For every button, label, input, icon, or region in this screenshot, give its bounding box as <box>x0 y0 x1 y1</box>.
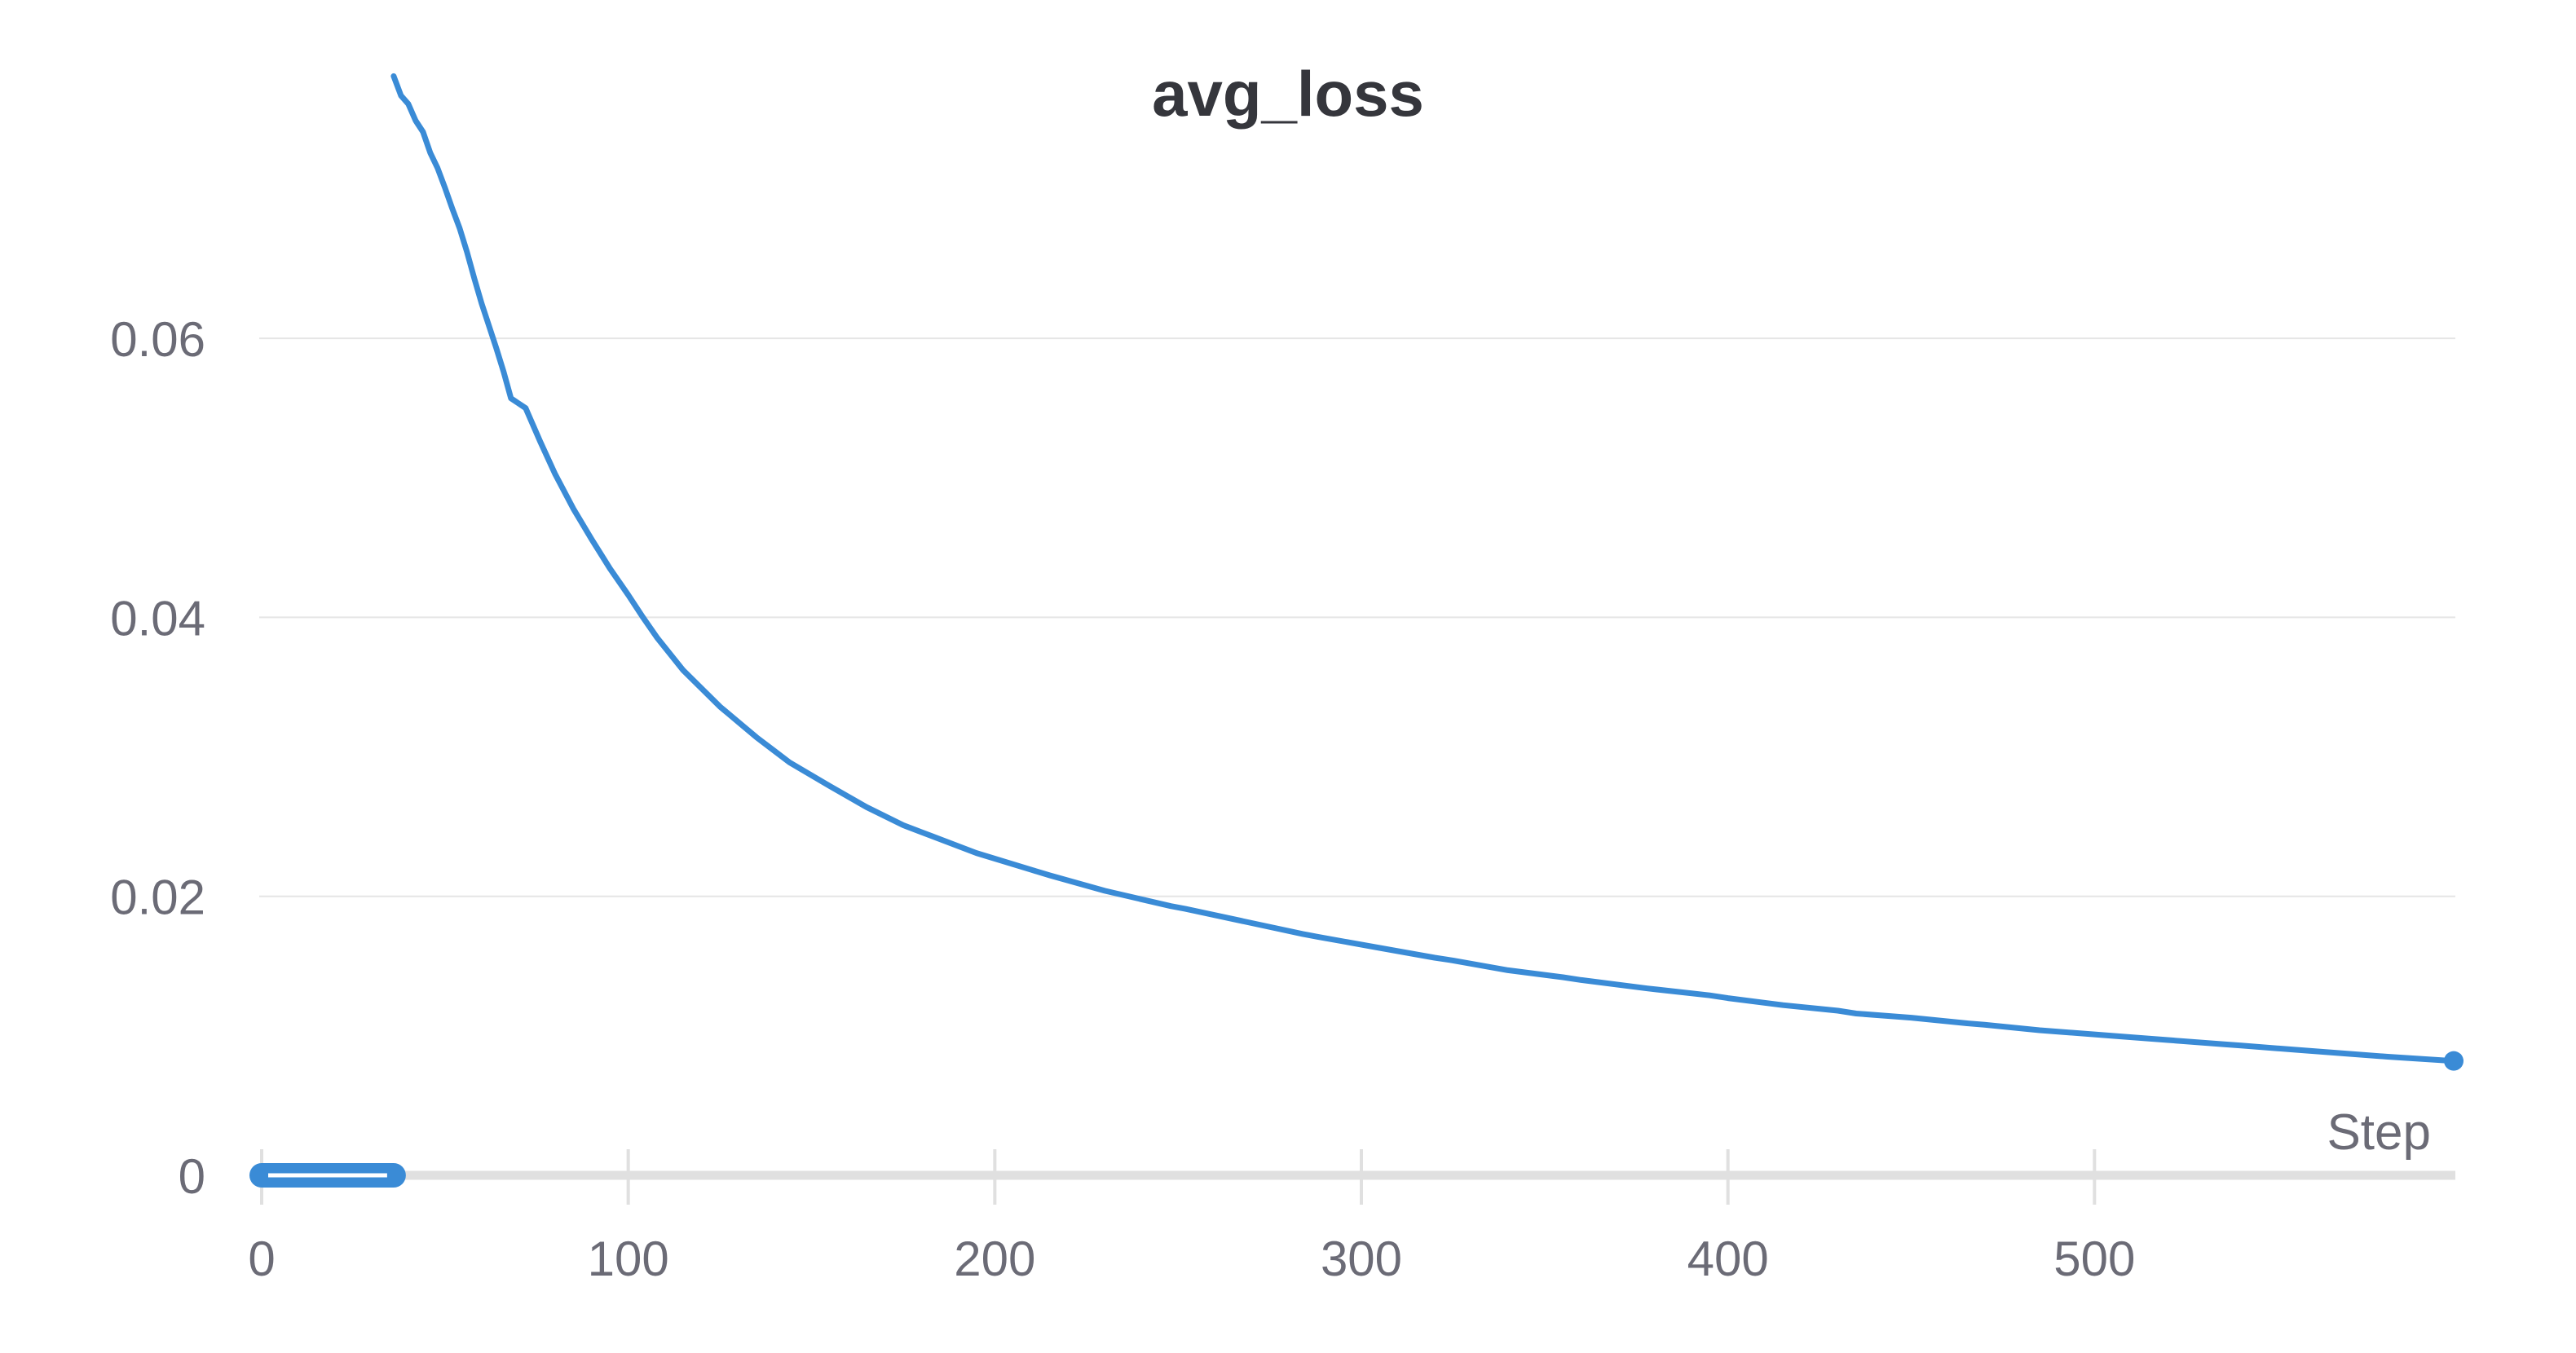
chart-title: avg_loss <box>1152 58 1424 130</box>
x-tick-label: 400 <box>1687 1232 1769 1286</box>
y-tick-label: 0.02 <box>110 870 205 925</box>
series-end-point[interactable] <box>2444 1051 2464 1071</box>
x-tick-label: 0 <box>248 1232 275 1286</box>
y-tick-label: 0.06 <box>110 312 205 367</box>
x-axis-title: Step <box>2327 1104 2431 1161</box>
x-tick-label: 200 <box>954 1232 1035 1286</box>
series-line[interactable] <box>390 73 2457 1064</box>
x-tick-label: 500 <box>2053 1232 2135 1286</box>
x-tick-label: 100 <box>588 1232 669 1286</box>
y-tick-label: 0.04 <box>110 591 205 646</box>
y-tick-label: 0 <box>179 1149 205 1204</box>
x-tick-label: 300 <box>1321 1232 1402 1286</box>
